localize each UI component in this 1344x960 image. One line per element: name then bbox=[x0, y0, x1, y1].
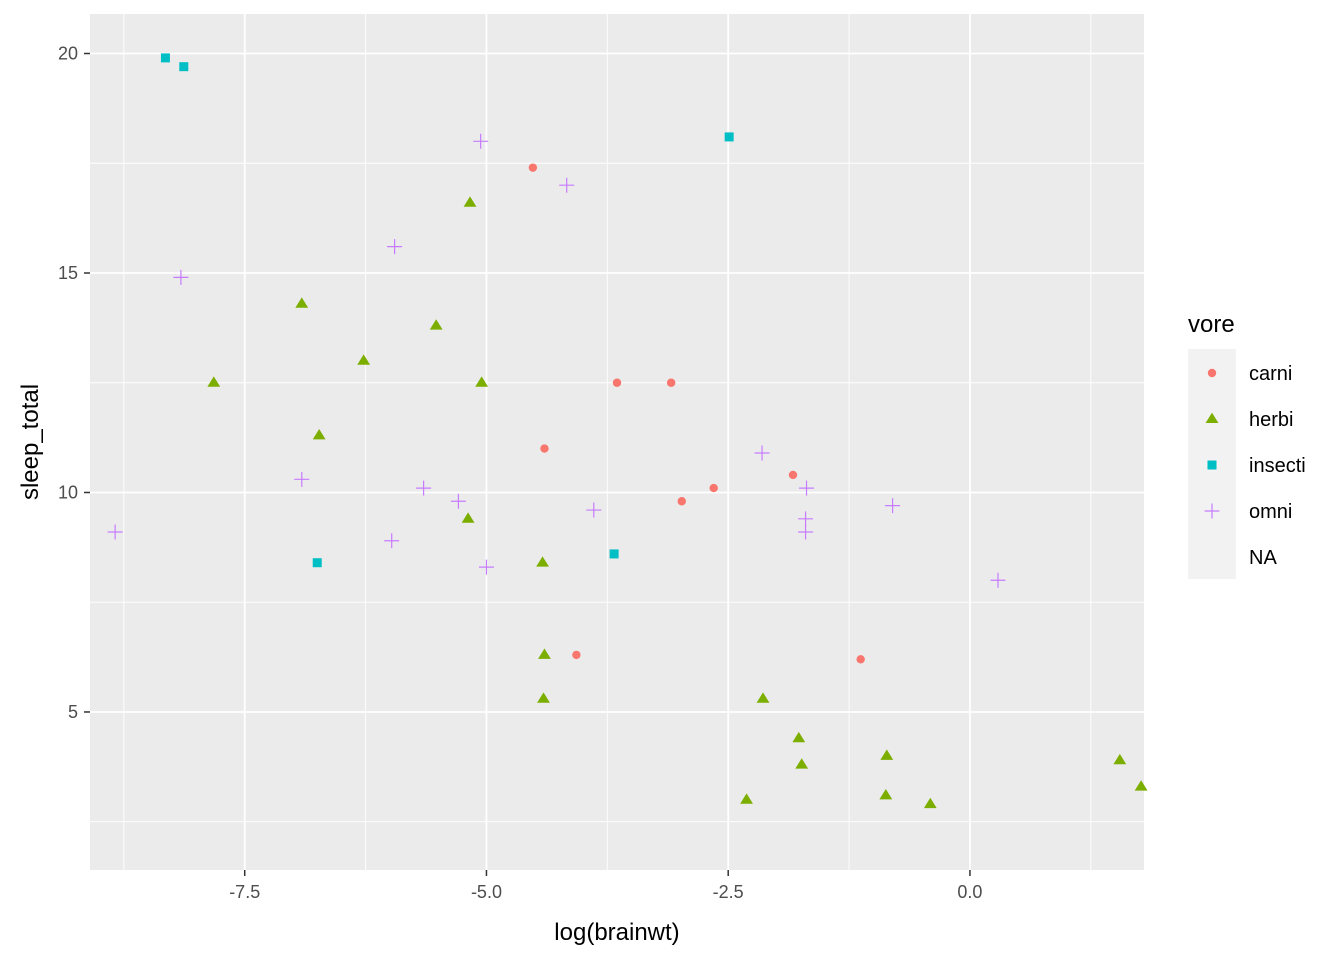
point-omni bbox=[173, 269, 189, 285]
point-carni bbox=[709, 483, 718, 493]
minor-gridlines bbox=[90, 14, 1144, 870]
y-axis-title: sleep_total bbox=[17, 384, 44, 500]
x-axis-ticks: -7.5 -5.0 -2.5 0.0 bbox=[229, 870, 982, 902]
point-herbi bbox=[1113, 753, 1127, 765]
point-carni bbox=[666, 378, 676, 387]
point-omni bbox=[416, 480, 432, 496]
point-herbi bbox=[461, 512, 475, 523]
point-omni bbox=[798, 524, 814, 540]
point-carni bbox=[612, 378, 622, 387]
point-carni bbox=[540, 444, 549, 453]
x-tick-label: -7.5 bbox=[229, 882, 260, 902]
legend: vore carni herbi insecti omni NA bbox=[1188, 311, 1306, 579]
point-omni bbox=[885, 498, 901, 514]
point-omni bbox=[990, 572, 1006, 588]
legend-label-na: NA bbox=[1249, 547, 1277, 569]
point-herbi bbox=[357, 354, 371, 365]
point-herbi bbox=[538, 648, 551, 659]
legend-label-herbi: herbi bbox=[1249, 409, 1293, 431]
y-axis-ticks: 5 10 15 20 bbox=[58, 44, 90, 722]
point-herbi bbox=[923, 797, 937, 809]
point-omni bbox=[798, 511, 814, 527]
legend-key-herbi bbox=[1205, 412, 1219, 423]
point-omni bbox=[473, 133, 489, 149]
legend-key-carni bbox=[1207, 368, 1217, 378]
y-tick-label: 5 bbox=[68, 702, 78, 722]
point-insecti bbox=[724, 132, 734, 142]
legend-key-omni bbox=[1204, 503, 1220, 519]
point-omni bbox=[586, 502, 602, 518]
legend-title: vore bbox=[1188, 311, 1235, 338]
point-omni bbox=[559, 177, 575, 193]
point-omni bbox=[754, 445, 770, 461]
point-carni bbox=[572, 650, 581, 660]
point-carni bbox=[788, 470, 798, 480]
point-carni bbox=[677, 497, 686, 506]
x-tick-label: 0.0 bbox=[957, 882, 982, 902]
point-herbi bbox=[756, 692, 770, 703]
point-herbi bbox=[879, 788, 893, 800]
point-omni bbox=[799, 480, 815, 496]
point-insecti bbox=[160, 53, 170, 63]
y-tick-label: 15 bbox=[58, 263, 78, 283]
legend-label-carni: carni bbox=[1249, 363, 1292, 385]
point-insecti bbox=[179, 62, 189, 72]
legend-key-insecti bbox=[1207, 460, 1217, 470]
point-herbi bbox=[795, 758, 809, 769]
point-herbi bbox=[536, 556, 549, 567]
point-herbi bbox=[475, 376, 489, 387]
point-omni bbox=[107, 524, 123, 540]
y-tick-label: 10 bbox=[58, 482, 78, 502]
x-tick-label: -5.0 bbox=[471, 882, 502, 902]
point-omni bbox=[478, 559, 494, 575]
x-tick-label: -2.5 bbox=[713, 882, 744, 902]
point-herbi bbox=[880, 749, 894, 760]
point-herbi bbox=[295, 297, 309, 308]
point-herbi bbox=[1134, 780, 1148, 791]
major-gridlines bbox=[90, 14, 1144, 870]
point-omni bbox=[384, 533, 400, 549]
legend-label-omni: omni bbox=[1249, 501, 1292, 523]
point-herbi bbox=[740, 793, 753, 804]
point-herbi bbox=[312, 429, 326, 440]
legend-label-insecti: insecti bbox=[1249, 455, 1306, 477]
legend-items: carni herbi insecti omni NA bbox=[1204, 363, 1306, 569]
point-insecti bbox=[312, 558, 322, 568]
point-herbi bbox=[207, 376, 221, 387]
point-omni bbox=[387, 239, 403, 255]
point-herbi bbox=[537, 692, 550, 703]
panel-background bbox=[90, 14, 1144, 870]
point-herbi bbox=[792, 731, 806, 743]
point-herbi bbox=[463, 196, 477, 207]
point-insecti bbox=[609, 549, 619, 559]
point-omni bbox=[294, 471, 310, 487]
point-carni bbox=[856, 655, 865, 664]
point-herbi bbox=[429, 319, 443, 330]
y-tick-label: 20 bbox=[58, 44, 78, 64]
point-omni bbox=[450, 493, 466, 509]
x-axis-title: log(brainwt) bbox=[554, 919, 679, 946]
data-points bbox=[107, 53, 1148, 809]
point-carni bbox=[528, 163, 538, 172]
